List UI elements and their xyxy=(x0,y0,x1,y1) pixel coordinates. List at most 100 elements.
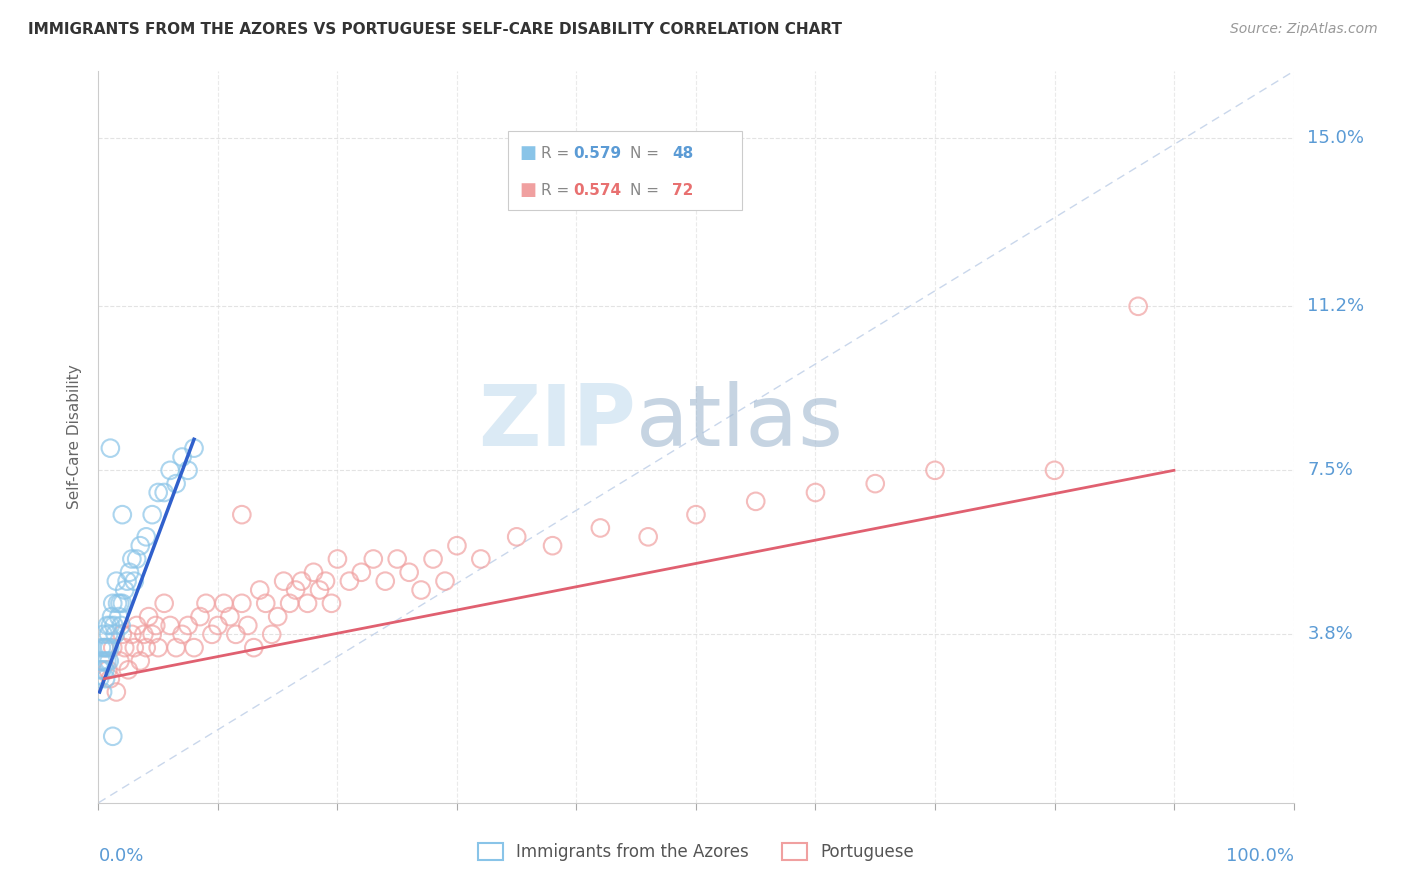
Point xyxy=(98,618,122,632)
Point xyxy=(148,640,170,655)
Point xyxy=(637,530,659,544)
Point xyxy=(89,663,111,677)
Point xyxy=(121,627,143,641)
Point xyxy=(374,574,396,589)
Text: R =: R = xyxy=(541,145,574,161)
Point xyxy=(104,627,127,641)
Text: 72: 72 xyxy=(672,183,693,198)
Point xyxy=(94,672,117,686)
Point xyxy=(98,672,122,686)
Point xyxy=(91,663,114,677)
Legend: Immigrants from the Azores, Portuguese: Immigrants from the Azores, Portuguese xyxy=(471,836,921,868)
Point xyxy=(124,574,146,589)
Point xyxy=(153,596,176,610)
Point xyxy=(225,627,247,641)
Point xyxy=(363,552,385,566)
Point xyxy=(297,596,319,610)
Point xyxy=(446,539,468,553)
Text: N =: N = xyxy=(630,145,664,161)
Text: atlas: atlas xyxy=(637,381,844,464)
Point xyxy=(165,476,187,491)
Point xyxy=(159,463,181,477)
Point xyxy=(278,596,301,610)
Point xyxy=(96,618,118,632)
Point xyxy=(685,508,707,522)
Point xyxy=(91,627,114,641)
Point xyxy=(159,618,181,632)
Point xyxy=(422,552,444,566)
Point xyxy=(111,596,134,610)
Text: ■: ■ xyxy=(520,145,537,162)
Point xyxy=(101,729,124,743)
Text: 100.0%: 100.0% xyxy=(1226,847,1294,864)
Point xyxy=(506,530,529,544)
Point xyxy=(107,596,129,610)
Text: IMMIGRANTS FROM THE AZORES VS PORTUGUESE SELF-CARE DISABILITY CORRELATION CHART: IMMIGRANTS FROM THE AZORES VS PORTUGUESE… xyxy=(28,22,842,37)
Point xyxy=(254,596,277,610)
Point xyxy=(273,574,295,589)
Point xyxy=(183,441,205,455)
Point xyxy=(231,596,253,610)
Point xyxy=(1043,463,1066,477)
Point xyxy=(93,640,115,655)
Point xyxy=(172,627,194,641)
Point xyxy=(350,566,373,580)
Point xyxy=(132,627,155,641)
Text: N =: N = xyxy=(630,183,664,198)
Point xyxy=(804,485,827,500)
Point xyxy=(101,640,124,655)
Point xyxy=(148,485,170,500)
Point xyxy=(236,618,259,632)
Point xyxy=(125,552,148,566)
Point xyxy=(326,552,349,566)
Point xyxy=(865,476,887,491)
Text: ZIP: ZIP xyxy=(478,381,637,464)
Point xyxy=(96,654,118,668)
Point xyxy=(141,627,163,641)
Point xyxy=(91,685,114,699)
Point xyxy=(249,582,271,597)
Point xyxy=(153,485,176,500)
Point xyxy=(145,618,167,632)
Point xyxy=(165,640,187,655)
Point xyxy=(90,654,112,668)
Text: Source: ZipAtlas.com: Source: ZipAtlas.com xyxy=(1230,22,1378,37)
Point xyxy=(135,640,157,655)
Point xyxy=(291,574,314,589)
Point xyxy=(96,640,118,655)
Point xyxy=(260,627,283,641)
Point xyxy=(1128,299,1150,313)
Text: 0.0%: 0.0% xyxy=(98,847,143,864)
Point xyxy=(188,609,211,624)
Point xyxy=(110,618,132,632)
Point xyxy=(100,609,122,624)
Point xyxy=(105,574,128,589)
Point xyxy=(212,596,235,610)
Point xyxy=(267,609,290,624)
Point xyxy=(135,530,157,544)
Point xyxy=(321,596,343,610)
Point xyxy=(177,463,200,477)
Point xyxy=(183,640,205,655)
Point xyxy=(107,609,129,624)
Point xyxy=(108,596,131,610)
Point xyxy=(470,552,492,566)
Point xyxy=(177,618,200,632)
Text: ■: ■ xyxy=(520,181,537,199)
Point xyxy=(243,640,266,655)
Point xyxy=(114,640,136,655)
Point xyxy=(141,508,163,522)
Point xyxy=(101,596,124,610)
Point xyxy=(124,640,146,655)
Point xyxy=(125,618,148,632)
Point xyxy=(97,663,120,677)
Text: 11.2%: 11.2% xyxy=(1308,297,1365,315)
Point xyxy=(90,640,112,655)
Point xyxy=(315,574,337,589)
Point xyxy=(115,574,138,589)
Point xyxy=(98,640,121,655)
Point xyxy=(111,508,134,522)
Point xyxy=(138,609,160,624)
Point xyxy=(98,441,122,455)
Point xyxy=(284,582,307,597)
